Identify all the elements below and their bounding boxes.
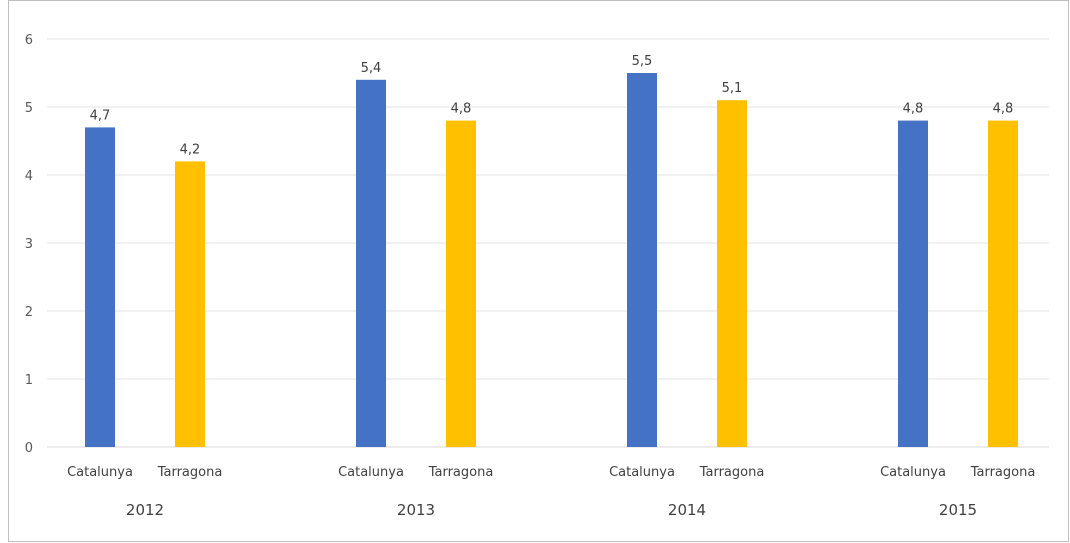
gridlines: [47, 38, 1049, 448]
bar-2015-tarragona: [988, 120, 1018, 447]
bar-2015-catalunya: [898, 120, 928, 447]
data-labels: 4,7 4,2 5,4 4,8 5,5 5,1 4,8 4,8: [90, 54, 1014, 157]
group-label: 2014: [668, 501, 706, 519]
data-label: 4,8: [451, 102, 472, 117]
data-label: 5,5: [632, 54, 653, 69]
group-label: 2015: [939, 501, 977, 519]
data-label: 4,2: [180, 142, 201, 157]
category-label: Tarragona: [157, 465, 223, 480]
category-label: Tarragona: [428, 465, 494, 480]
group-labels: 2012 2013 2014 2015: [126, 501, 977, 519]
data-label: 4,8: [903, 102, 924, 117]
category-label: Tarragona: [970, 465, 1036, 480]
bar-2012-tarragona: [175, 161, 205, 447]
y-tick-label: 5: [25, 101, 33, 116]
y-tick-label: 6: [25, 33, 33, 48]
chart-frame: 0 1 2 3 4 5 6 4,7 4,2 5,4 4,8 5,5 5,1 4,8 4,8 Catalun…: [8, 0, 1069, 542]
category-label: Tarragona: [699, 465, 765, 480]
data-label: 4,7: [90, 108, 111, 123]
category-label: Catalunya: [67, 465, 133, 480]
bar-2013-catalunya: [356, 79, 386, 448]
bars: [85, 73, 1018, 448]
bar-2014-tarragona: [717, 100, 747, 447]
data-label: 4,8: [993, 102, 1014, 117]
y-tick-label: 1: [25, 373, 33, 388]
y-tick-label: 4: [25, 169, 33, 184]
category-label: Catalunya: [880, 465, 946, 480]
category-label: Catalunya: [609, 465, 675, 480]
data-label: 5,1: [722, 81, 743, 96]
data-label: 5,4: [361, 61, 382, 76]
bar-2013-tarragona: [446, 120, 476, 447]
bar-chart: 0 1 2 3 4 5 6 4,7 4,2 5,4 4,8 5,5 5,1 4,8 4,8 Catalun…: [25, 33, 1049, 519]
y-tick-label: 3: [25, 237, 33, 252]
y-axis-ticks: 0 1 2 3 4 5 6: [25, 33, 33, 456]
y-tick-label: 0: [25, 441, 33, 456]
bar-2014-catalunya: [627, 73, 657, 447]
category-label: Catalunya: [338, 465, 404, 480]
group-label: 2012: [126, 501, 164, 519]
bar-2012-catalunya: [85, 127, 115, 448]
y-tick-label: 2: [25, 305, 33, 320]
category-labels: Catalunya Tarragona Catalunya Tarragona Cata…: [67, 465, 1035, 480]
group-label: 2013: [397, 501, 435, 519]
